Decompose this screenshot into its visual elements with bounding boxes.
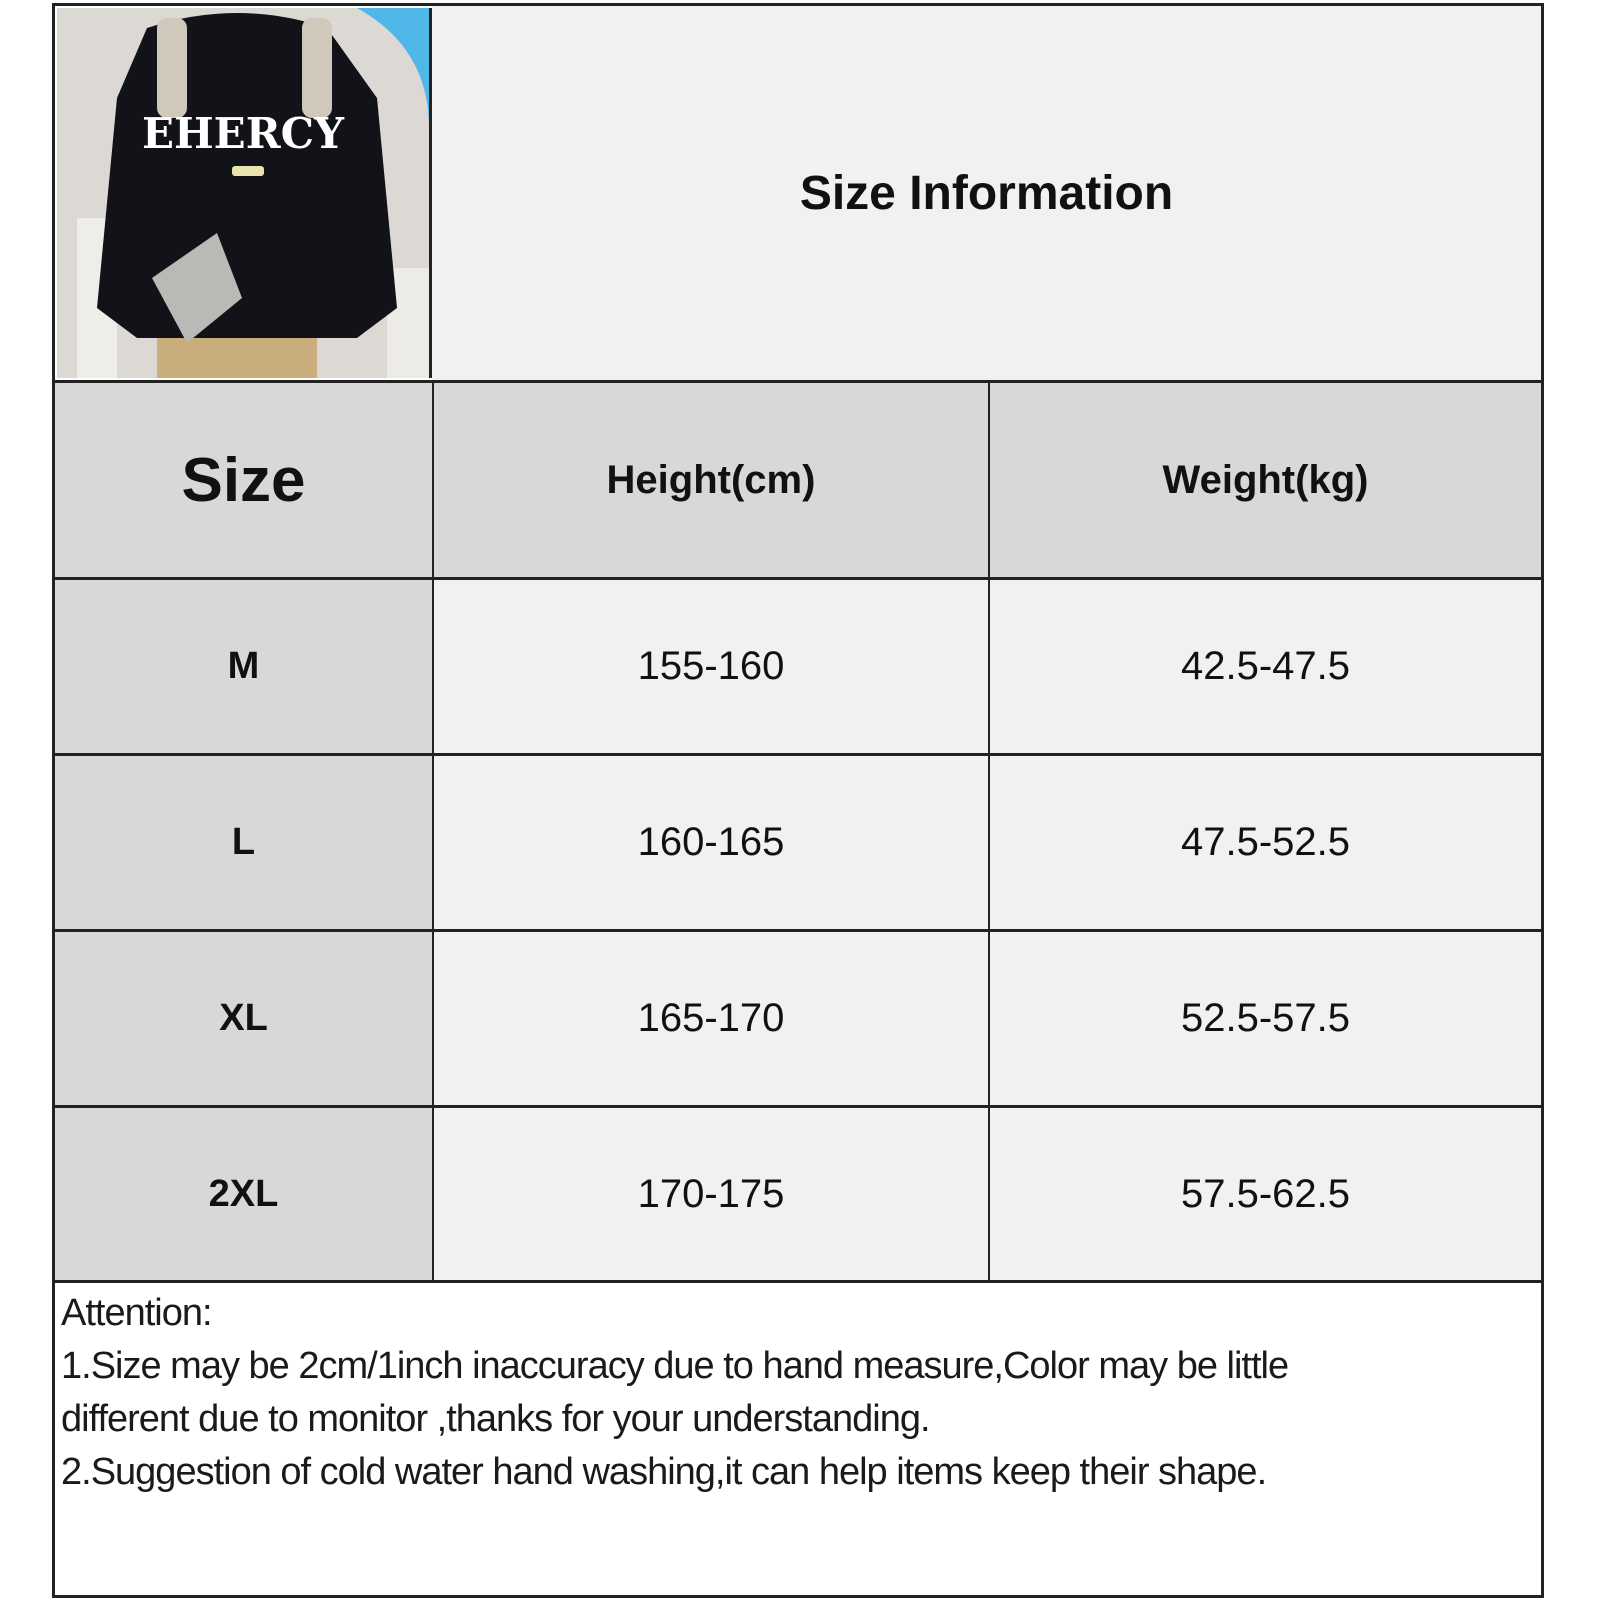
- size-cell: M: [55, 580, 432, 753]
- table-row: 2XL 170-175 57.5-62.5: [55, 1105, 1541, 1281]
- height-cell: 170-175: [432, 1108, 988, 1281]
- size-table: Size Height(cm) Weight(kg) M 155-160 42.…: [55, 380, 1541, 1281]
- size-cell: XL: [55, 932, 432, 1105]
- table-header-row: Size Height(cm) Weight(kg): [55, 380, 1541, 577]
- weight-cell: 57.5-62.5: [988, 1108, 1541, 1281]
- table-row: XL 165-170 52.5-57.5: [55, 929, 1541, 1105]
- table-row: L 160-165 47.5-52.5: [55, 753, 1541, 929]
- weight-cell: 42.5-47.5: [988, 580, 1541, 753]
- notes-heading: Attention:: [61, 1292, 213, 1334]
- height-cell: 155-160: [432, 580, 988, 753]
- header-size: Size: [55, 383, 432, 577]
- weight-cell: 47.5-52.5: [988, 756, 1541, 929]
- note-line-2: different due to monitor ,thanks for you…: [61, 1398, 931, 1440]
- header-height: Height(cm): [432, 383, 988, 577]
- size-cell: L: [55, 756, 432, 929]
- height-cell: 160-165: [432, 756, 988, 929]
- product-photo: EHERCY: [57, 8, 432, 378]
- shirt-logo: EHERCY: [142, 109, 345, 158]
- attention-notes: Attention: 1.Size may be 2cm/1inch inacc…: [55, 1280, 1541, 1595]
- model-photo-illustration: EHERCY: [57, 8, 429, 378]
- table-row: M 155-160 42.5-47.5: [55, 577, 1541, 753]
- weight-cell: 52.5-57.5: [988, 932, 1541, 1105]
- page-title: Size Information: [432, 6, 1541, 380]
- note-line-3: 2.Suggestion of cold water hand washing,…: [61, 1451, 1267, 1493]
- header-weight: Weight(kg): [988, 383, 1541, 577]
- size-cell: 2XL: [55, 1108, 432, 1281]
- size-chart: EHERCY Size Information Size Height(cm) …: [52, 3, 1544, 1598]
- note-line-1: 1.Size may be 2cm/1inch inaccuracy due t…: [61, 1345, 1289, 1387]
- height-cell: 165-170: [432, 932, 988, 1105]
